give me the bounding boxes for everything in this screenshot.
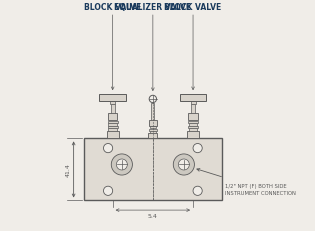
Bar [180, 95, 206, 102]
Bar [188, 114, 198, 121]
Bar [187, 131, 199, 139]
Circle shape [193, 186, 202, 196]
Bar [189, 129, 198, 131]
Circle shape [193, 144, 202, 153]
Bar [191, 105, 195, 114]
Bar [108, 121, 118, 123]
Bar [100, 95, 126, 102]
Bar [108, 124, 117, 126]
Bar [150, 131, 156, 134]
Bar [152, 103, 154, 120]
Bar [84, 139, 222, 201]
Bar [110, 102, 115, 105]
Text: BLOCK VALVE: BLOCK VALVE [84, 3, 141, 12]
Circle shape [178, 159, 189, 170]
Bar [149, 129, 157, 131]
Circle shape [104, 144, 113, 153]
Circle shape [149, 96, 157, 103]
Bar [189, 124, 198, 126]
Bar [107, 131, 119, 139]
Bar [111, 105, 115, 114]
Text: 1/2" NPT (F) BOTH SIDE
INSTRUMENT CONNECTION: 1/2" NPT (F) BOTH SIDE INSTRUMENT CONNEC… [225, 183, 296, 195]
Bar [149, 120, 157, 126]
Circle shape [111, 154, 132, 175]
Bar [108, 127, 118, 129]
Bar [150, 127, 156, 129]
Circle shape [173, 154, 194, 175]
Text: 41.4: 41.4 [66, 163, 71, 177]
Bar [108, 114, 117, 121]
Text: EQUALIZER VALVE: EQUALIZER VALVE [114, 3, 191, 12]
Bar [188, 127, 198, 129]
Bar [188, 121, 198, 123]
Bar [108, 129, 117, 131]
Bar [191, 102, 196, 105]
Text: 5.4: 5.4 [148, 213, 158, 218]
Bar [148, 134, 157, 139]
Text: BLOCK VALVE: BLOCK VALVE [164, 3, 222, 12]
Circle shape [116, 159, 127, 170]
Circle shape [104, 186, 113, 196]
